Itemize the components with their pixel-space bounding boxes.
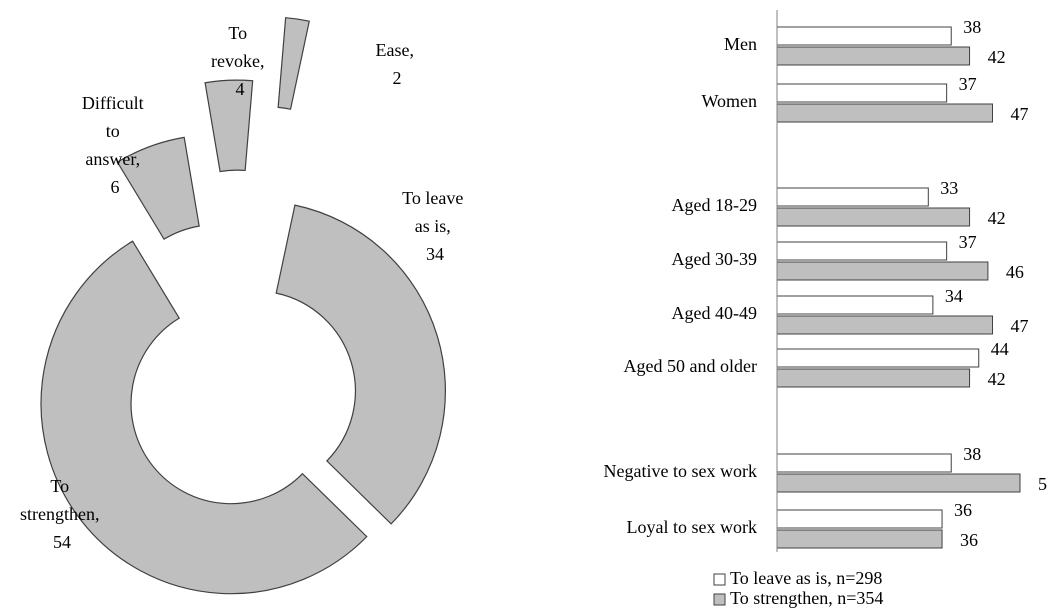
bar bbox=[776, 295, 934, 315]
value-label: 44 bbox=[991, 339, 1009, 359]
legend-swatch bbox=[713, 573, 726, 586]
category-label: Negative to sex work bbox=[604, 461, 757, 481]
donut-slice bbox=[277, 17, 310, 110]
value-label: 37 bbox=[959, 74, 977, 94]
category-label: Aged 18-29 bbox=[672, 195, 757, 215]
slice-label: To revoke, 4 bbox=[211, 23, 269, 99]
category-label: Aged 40-49 bbox=[672, 303, 757, 323]
value-label: 34 bbox=[945, 286, 963, 306]
donut-slice bbox=[116, 136, 200, 240]
bar bbox=[776, 261, 989, 281]
value-label: 36 bbox=[954, 500, 972, 520]
slice-label: To strengthen, 54 bbox=[20, 476, 104, 552]
bar bbox=[776, 315, 993, 335]
bar bbox=[776, 453, 952, 473]
bar bbox=[776, 473, 1021, 493]
value-label: 36 bbox=[960, 530, 978, 550]
bar bbox=[776, 241, 948, 261]
value-label: 37 bbox=[959, 232, 977, 252]
value-label: 47 bbox=[1010, 316, 1028, 336]
bar bbox=[776, 46, 971, 66]
legend-label: To strengthen, n=354 bbox=[730, 588, 883, 608]
value-label: 42 bbox=[988, 47, 1006, 67]
bar bbox=[776, 187, 929, 207]
bar bbox=[776, 509, 943, 529]
donut-slice bbox=[40, 240, 368, 595]
slice-label: Difficult to answer, 6 bbox=[82, 93, 148, 197]
bar bbox=[776, 103, 993, 123]
value-label: 53 bbox=[1038, 474, 1047, 494]
category-label: Loyal to sex work bbox=[627, 517, 757, 537]
slice-label: To leave as is, 34 bbox=[402, 188, 468, 264]
category-label: Aged 30-39 bbox=[672, 249, 757, 269]
value-label: 38 bbox=[963, 444, 981, 464]
value-label: 47 bbox=[1010, 104, 1028, 124]
bar bbox=[776, 348, 980, 368]
value-label: 33 bbox=[940, 178, 958, 198]
donut-slice bbox=[275, 204, 447, 525]
bar bbox=[776, 83, 948, 103]
category-label: Men bbox=[724, 34, 757, 54]
value-label: 42 bbox=[988, 369, 1006, 389]
bar bbox=[776, 26, 952, 46]
value-label: 42 bbox=[988, 208, 1006, 228]
legend-label: To leave as is, n=298 bbox=[730, 568, 882, 588]
bar bbox=[776, 529, 943, 549]
legend-swatch bbox=[713, 593, 726, 606]
bar bbox=[776, 207, 971, 227]
value-label: 38 bbox=[963, 17, 981, 37]
category-label: Women bbox=[701, 91, 757, 111]
value-label: 46 bbox=[1006, 262, 1024, 282]
category-label: Aged 50 and older bbox=[624, 356, 757, 376]
bar bbox=[776, 368, 971, 388]
donut-slice bbox=[204, 79, 254, 173]
slice-label: Ease, 2 bbox=[376, 40, 419, 88]
